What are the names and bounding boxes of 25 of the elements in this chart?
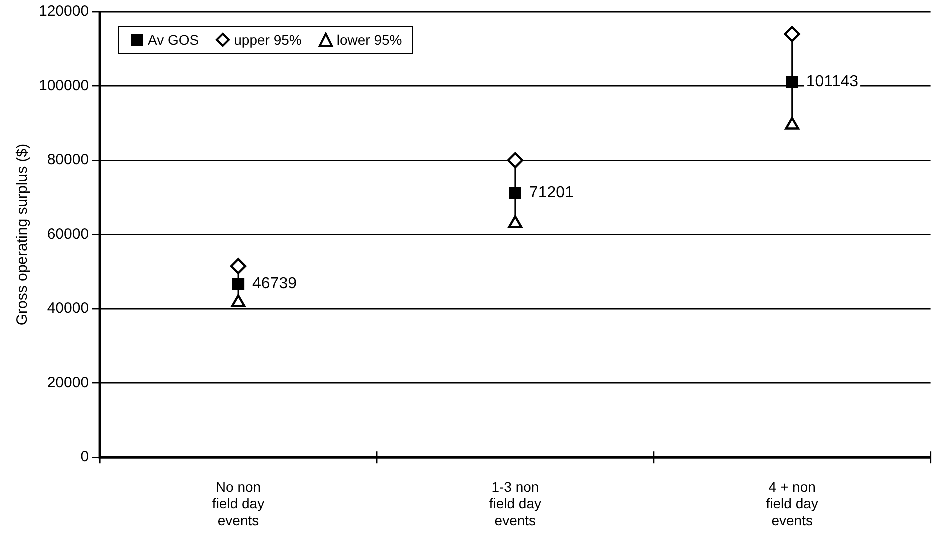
point	[508, 216, 523, 228]
point	[231, 294, 246, 308]
point	[509, 187, 522, 200]
x-tick-label: 1-3 non field day events	[489, 478, 542, 528]
data-label: 101143	[806, 73, 859, 90]
y-tick-label: 20000	[47, 374, 90, 392]
point	[784, 26, 800, 42]
point	[507, 152, 524, 169]
y-tick-label: 60000	[47, 226, 90, 243]
data-label: 46739	[252, 275, 298, 292]
y-tick-label: 120000	[38, 3, 90, 20]
x-tick-label: No non field day events	[212, 478, 265, 528]
point	[786, 76, 798, 88]
point	[230, 258, 247, 274]
data-label: 71201	[529, 184, 574, 202]
x-tick-label: 4 + non field day events	[766, 478, 818, 528]
legend-label: lower 95%	[336, 32, 402, 48]
legend-label: Av GOS	[148, 32, 200, 48]
point	[232, 278, 245, 290]
legend-label: upper 95%	[234, 32, 302, 48]
y-tick-label: 40000	[47, 300, 90, 318]
y-tick-label: 80000	[47, 152, 90, 169]
y-tick-label: 0	[80, 448, 90, 466]
y-tick-label: 100000	[38, 77, 90, 94]
y-axis-title: Gross operating surplus ($)	[14, 144, 32, 326]
